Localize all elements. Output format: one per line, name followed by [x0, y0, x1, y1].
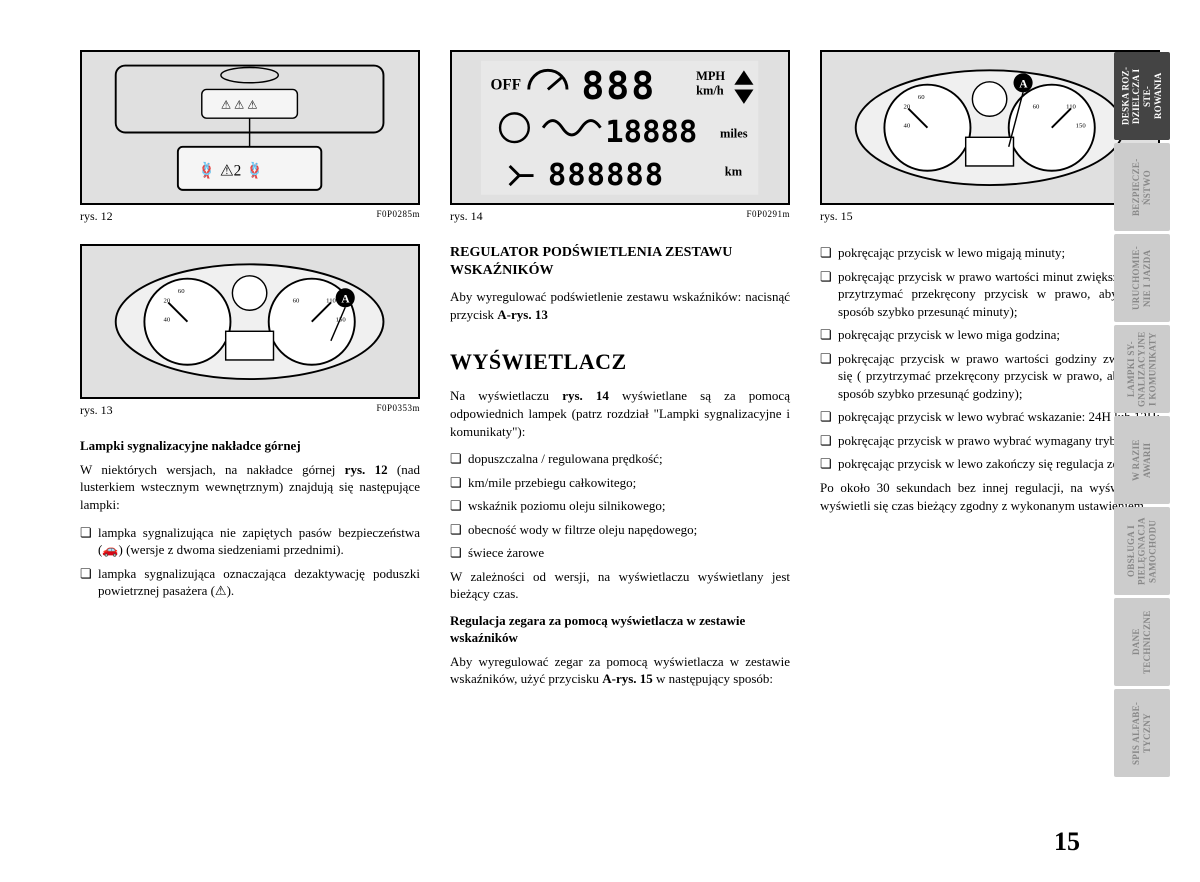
- section-tab[interactable]: DESKA ROZ- DZIELCZA I STE- ROWANIA: [1114, 52, 1170, 140]
- list-item: pokręcając przycisk w lewo migają minuty…: [820, 244, 1160, 262]
- col2-list: dopuszczalna / regulowana prędkość; km/m…: [450, 450, 790, 568]
- svg-text:🪢 ⚠2 🪢: 🪢 ⚠2 🪢: [197, 161, 264, 179]
- svg-text:60: 60: [178, 288, 185, 295]
- svg-text:40: 40: [164, 317, 171, 324]
- list-item: pokręcając przycisk w lewo miga godzina;: [820, 326, 1160, 344]
- svg-text:⚠ ⚠ ⚠: ⚠ ⚠ ⚠: [221, 99, 258, 111]
- svg-text:888888: 888888: [548, 158, 664, 193]
- figure-12-caption: rys. 12 F0P0285m: [80, 209, 420, 224]
- section-tab[interactable]: LAMPKI SY- GNALIZACYJNE I KOMUNIKATY: [1114, 325, 1170, 413]
- section-tab[interactable]: OBSŁUGA I PIELĘGNACJA SAMOCHODU: [1114, 507, 1170, 595]
- col1-heading: Lampki sygnalizacyjne nakładce górnej: [80, 438, 420, 455]
- column-2: OFF 888 MPH km/h 18888 miles 888888 km r…: [450, 50, 790, 698]
- list-item: lampka sygnalizująca nie zapiętych pasów…: [80, 524, 420, 559]
- section-tab[interactable]: DANE TECHNICZNE: [1114, 598, 1170, 686]
- section-tab[interactable]: SPIS ALFABE- TYCZNY: [1114, 689, 1170, 777]
- svg-text:110: 110: [1067, 103, 1077, 110]
- list-item: lampka sygnalizująca oznaczająca dezakty…: [80, 565, 420, 600]
- fig12-code: F0P0285m: [376, 209, 420, 224]
- section-tab[interactable]: URUCHOMIE- NIE I JAZDA: [1114, 234, 1170, 322]
- figure-15: 204060 60110150 A: [820, 50, 1160, 205]
- svg-text:A: A: [342, 293, 351, 305]
- col2-p-reg: Aby wyregulować podświetlenie zestawu ws…: [450, 288, 790, 323]
- list-item: pokręcając przycisk w prawo wybrać wymag…: [820, 432, 1160, 450]
- column-1: ⚠ ⚠ ⚠ 🪢 ⚠2 🪢 rys. 12 F0P0285m 204060 601…: [80, 50, 420, 698]
- figure-15-caption: rys. 15 F0P0292m: [820, 209, 1160, 224]
- col2-p-disp: Na wyświetlaczu rys. 14 wyświetlane są z…: [450, 387, 790, 440]
- svg-text:60: 60: [918, 94, 925, 101]
- display-illustration: OFF 888 MPH km/h 18888 miles 888888 km: [460, 56, 779, 199]
- svg-text:888: 888: [582, 64, 657, 109]
- instrument-cluster-illustration-13: 204060 60110150 A: [90, 250, 409, 393]
- overhead-panel-illustration: ⚠ ⚠ ⚠ 🪢 ⚠2 🪢: [90, 56, 409, 199]
- col1-list: lampka sygnalizująca nie zapiętych pasów…: [80, 524, 420, 606]
- instrument-cluster-illustration-15: 204060 60110150 A: [830, 56, 1149, 199]
- col2-heading-clock: Regulacja zegara za pomocą wyświetlacza …: [450, 613, 790, 647]
- list-item: świece żarowe: [450, 544, 790, 562]
- svg-text:MPH: MPH: [697, 69, 726, 83]
- svg-text:A: A: [1020, 78, 1029, 90]
- list-item: pokręcając przycisk w prawo wartości god…: [820, 350, 1160, 403]
- fig12-label: rys. 12: [80, 209, 113, 224]
- col2-p-after: W zależności od wersji, na wyświetlaczu …: [450, 568, 790, 603]
- side-tabs: DESKA ROZ- DZIELCZA I STE- ROWANIABEZPIE…: [1114, 52, 1170, 777]
- svg-text:km: km: [725, 164, 743, 178]
- svg-text:18888: 18888: [606, 115, 698, 150]
- svg-text:40: 40: [904, 123, 911, 130]
- column-3: 204060 60110150 A rys. 15 F0P0292m pokrę…: [820, 50, 1160, 698]
- figure-13-caption: rys. 13 F0P0353m: [80, 403, 420, 418]
- svg-text:miles: miles: [720, 126, 748, 140]
- figure-12: ⚠ ⚠ ⚠ 🪢 ⚠2 🪢: [80, 50, 420, 205]
- section-tab[interactable]: W RAZIE AWARII: [1114, 416, 1170, 504]
- svg-text:60: 60: [1033, 103, 1040, 110]
- figure-13: 204060 60110150 A: [80, 244, 420, 399]
- svg-text:km/h: km/h: [697, 83, 725, 97]
- fig14-label: rys. 14: [450, 209, 483, 224]
- list-item: dopuszczalna / regulowana prędkość;: [450, 450, 790, 468]
- list-item: wskaźnik poziomu oleju silnikowego;: [450, 497, 790, 515]
- col1-p1: W niektórych wersjach, na nakładce górne…: [80, 461, 420, 514]
- fig13-code: F0P0353m: [376, 403, 420, 418]
- svg-text:110: 110: [327, 297, 337, 304]
- svg-text:60: 60: [293, 297, 300, 304]
- figure-14-caption: rys. 14 F0P0291m: [450, 209, 790, 224]
- fig14-code: F0P0291m: [746, 209, 790, 224]
- page-content: ⚠ ⚠ ⚠ 🪢 ⚠2 🪢 rys. 12 F0P0285m 204060 601…: [80, 50, 1160, 698]
- fig15-label: rys. 15: [820, 209, 853, 224]
- fig13-label: rys. 13: [80, 403, 113, 418]
- list-item: obecność wody w filtrze oleju napędowego…: [450, 521, 790, 539]
- figure-14: OFF 888 MPH km/h 18888 miles 888888 km: [450, 50, 790, 205]
- list-item: pokręcając przycisk w lewo wybrać wskaza…: [820, 408, 1160, 426]
- col2-heading-regulator: REGULATOR PODŚWIETLENIA ZESTAWU WSKAŹNIK…: [450, 244, 790, 280]
- svg-text:OFF: OFF: [491, 76, 522, 93]
- page-number: 15: [1054, 827, 1080, 857]
- list-item: pokręcając przycisk w lewo zakończy się …: [820, 455, 1160, 473]
- col3-list: pokręcając przycisk w lewo migają minuty…: [820, 244, 1160, 479]
- col2-main-heading: WYŚWIETLACZ: [450, 349, 790, 375]
- list-item: km/mile przebiegu całkowitego;: [450, 474, 790, 492]
- col3-p-after: Po około 30 sekundach bez innej regulacj…: [820, 479, 1160, 514]
- list-item: pokręcając przycisk w prawo wartości min…: [820, 268, 1160, 321]
- col2-p-clock: Aby wyregulować zegar za pomocą wyświetl…: [450, 653, 790, 688]
- section-tab[interactable]: BEZPIECZE- ŃSTWO: [1114, 143, 1170, 231]
- svg-text:150: 150: [1076, 123, 1087, 130]
